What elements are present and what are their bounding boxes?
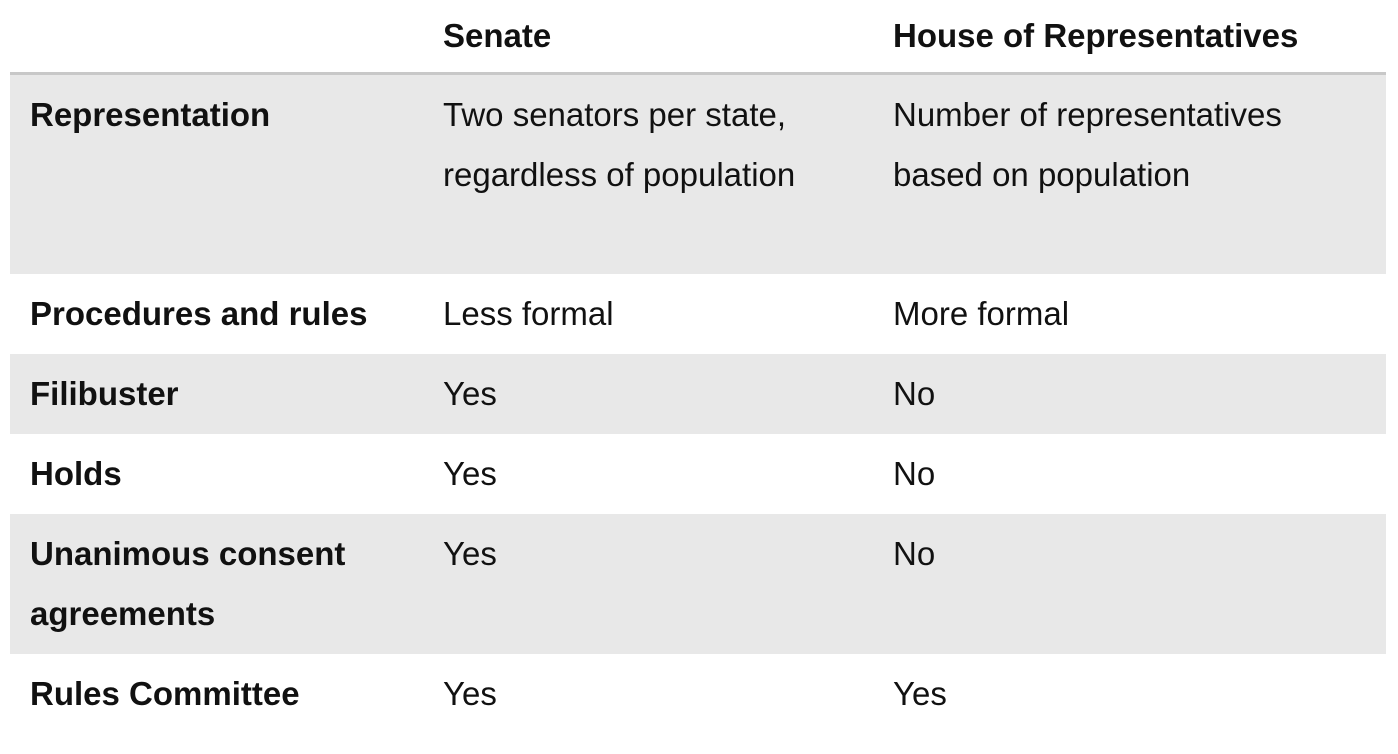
- table-cell: Two senators per state, regardless of po…: [443, 96, 796, 193]
- row-header: Rules Committee: [30, 674, 300, 712]
- column-header: Senate: [423, 0, 873, 75]
- table-cell: More formal: [893, 294, 1070, 332]
- table-row: Procedures and rules Less formal More form…: [10, 274, 1386, 354]
- table-cell: Yes: [443, 454, 497, 492]
- table-cell: No: [893, 454, 936, 492]
- table-row: Unanimous consent agreements Yes No: [10, 513, 1386, 654]
- table-cell: Yes: [443, 374, 497, 412]
- table-row: Representation Two senators per state, re…: [10, 73, 1386, 274]
- row-header: Filibuster: [30, 374, 179, 412]
- row-header: Representation: [30, 96, 271, 133]
- table-cell: Yes: [443, 674, 497, 712]
- header-blank: [10, 0, 423, 75]
- table-cell: Less formal: [443, 294, 614, 332]
- table-cell: Yes: [443, 534, 497, 572]
- table-cell: Yes: [893, 674, 947, 712]
- table-row: Holds Yes No: [10, 434, 1386, 514]
- table-cell: No: [893, 534, 936, 572]
- row-header: Unanimous consent agreements: [30, 534, 346, 632]
- table-body: Representation Two senators per state, re…: [10, 73, 1386, 734]
- row-header: Procedures and rules: [30, 294, 368, 332]
- table-row: Filibuster Yes No: [10, 353, 1386, 434]
- row-header: Holds: [30, 454, 122, 492]
- table-row: Rules Committee Yes Yes: [10, 654, 1386, 734]
- column-header: House of Representatives: [873, 0, 1386, 75]
- table-header: Senate House of Representatives: [10, 0, 1386, 75]
- header-row: Senate House of Representatives: [10, 0, 1386, 75]
- table-cell: No: [893, 374, 936, 412]
- table-cell: Number of representatives based on popul…: [893, 96, 1282, 193]
- comparison-table: Senate House of Representatives Represen…: [10, 0, 1386, 734]
